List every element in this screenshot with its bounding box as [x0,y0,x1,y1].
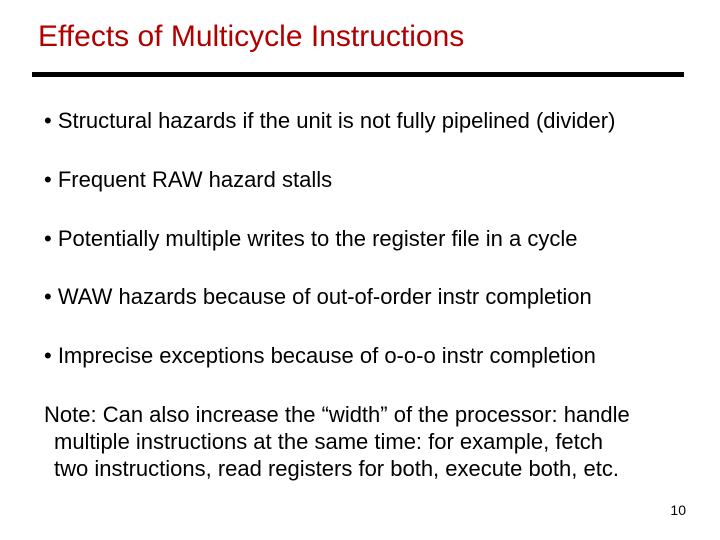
title-underline [32,72,684,77]
bullet-structural-hazards: • Structural hazards if the unit is not … [44,108,684,135]
slide-title: Effects of Multicycle Instructions [38,20,464,54]
bullet-multiple-writes: • Potentially multiple writes to the reg… [44,226,684,253]
note-block: Note: Can also increase the “width” of t… [44,402,684,482]
slide: Effects of Multicycle Instructions • Str… [0,0,720,540]
bullet-waw-hazards: • WAW hazards because of out-of-order in… [44,284,684,311]
page-number: 10 [670,502,686,518]
note-line-1: Note: Can also increase the “width” of t… [44,402,684,429]
bullet-raw-stalls: • Frequent RAW hazard stalls [44,167,684,194]
slide-body: • Structural hazards if the unit is not … [44,108,684,483]
bullet-imprecise-exceptions: • Imprecise exceptions because of o-o-o … [44,343,684,370]
note-line-2: multiple instructions at the same time: … [44,429,684,456]
note-line-3: two instructions, read registers for bot… [44,456,684,483]
